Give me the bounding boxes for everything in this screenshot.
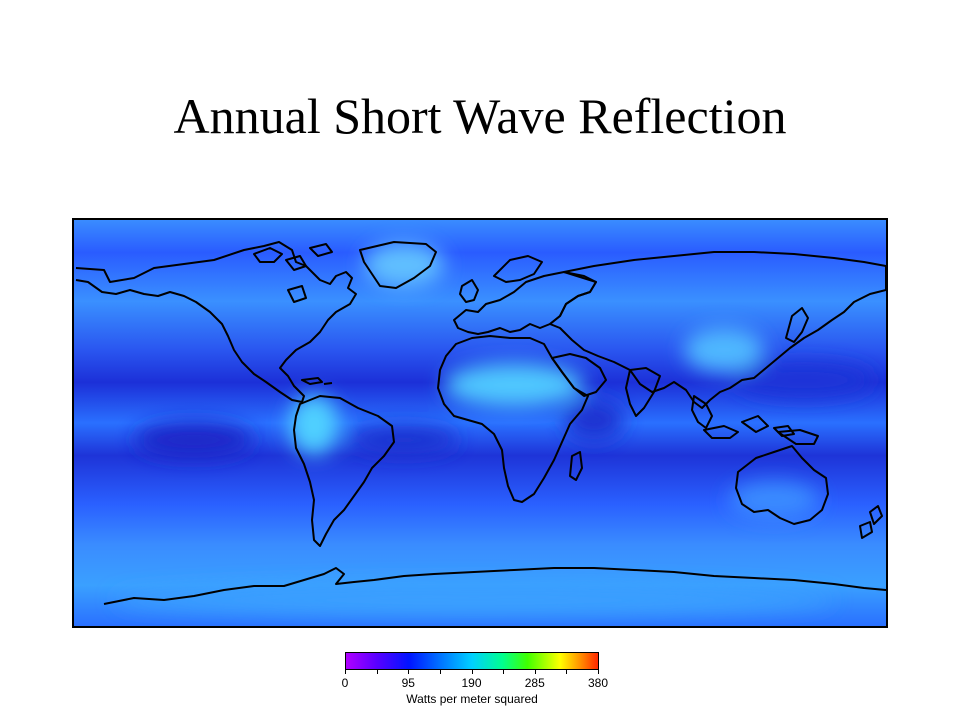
coastlines [75,241,886,605]
colorbar-gradient [345,652,599,670]
color-legend: 0 95 190 285 380 Watts per meter squared [300,648,660,716]
brightness-patches [114,243,874,616]
colorbar-tick-label: 95 [401,676,415,690]
legend-unit-label: Watts per meter squared [406,692,538,706]
south-america-coastline [293,395,395,547]
colorbar-minor-tick [598,670,599,674]
colorbar-minor-tick [408,670,410,674]
colorbar-tick-label: 380 [587,676,609,690]
colorbar-minor-tick [471,670,473,674]
colorbar-minor-tick [439,670,441,674]
scandinavia-coastline [493,255,543,283]
asia-coastline [549,251,886,409]
madagascar-coastline [569,451,583,481]
antarctica-coastline [103,567,886,605]
reflection-map-svg [74,220,886,626]
africa-coastline [437,335,589,503]
arctic-islands-coastline [253,243,333,303]
colorbar-minor-tick [376,670,378,674]
colorbar-tick-label: 285 [524,676,545,690]
colorbar-minor-tick [345,670,346,674]
new-zealand-coastline [859,505,883,539]
caribbean-islands-coastline [301,377,333,385]
colorbar-minor-tick [534,670,536,674]
colorbar-tick-label: 190 [461,676,482,690]
colorbar-tick-label: 0 [341,676,349,690]
greenland-coastline [359,241,437,289]
australia-coastline [735,445,829,525]
world-map [72,218,888,628]
colorbar-minor-tick [566,670,568,674]
colorbar-minor-tick [503,670,505,674]
north-america-coastline [75,241,357,403]
japan-coastline [785,307,809,343]
british-isles-coastline [459,279,479,303]
new-guinea-coastline [777,429,819,445]
southeast-asia-coastline [691,395,713,429]
india-coastline [625,367,661,417]
arabia-coastline [551,353,607,397]
slide-title: Annual Short Wave Reflection [173,88,787,144]
